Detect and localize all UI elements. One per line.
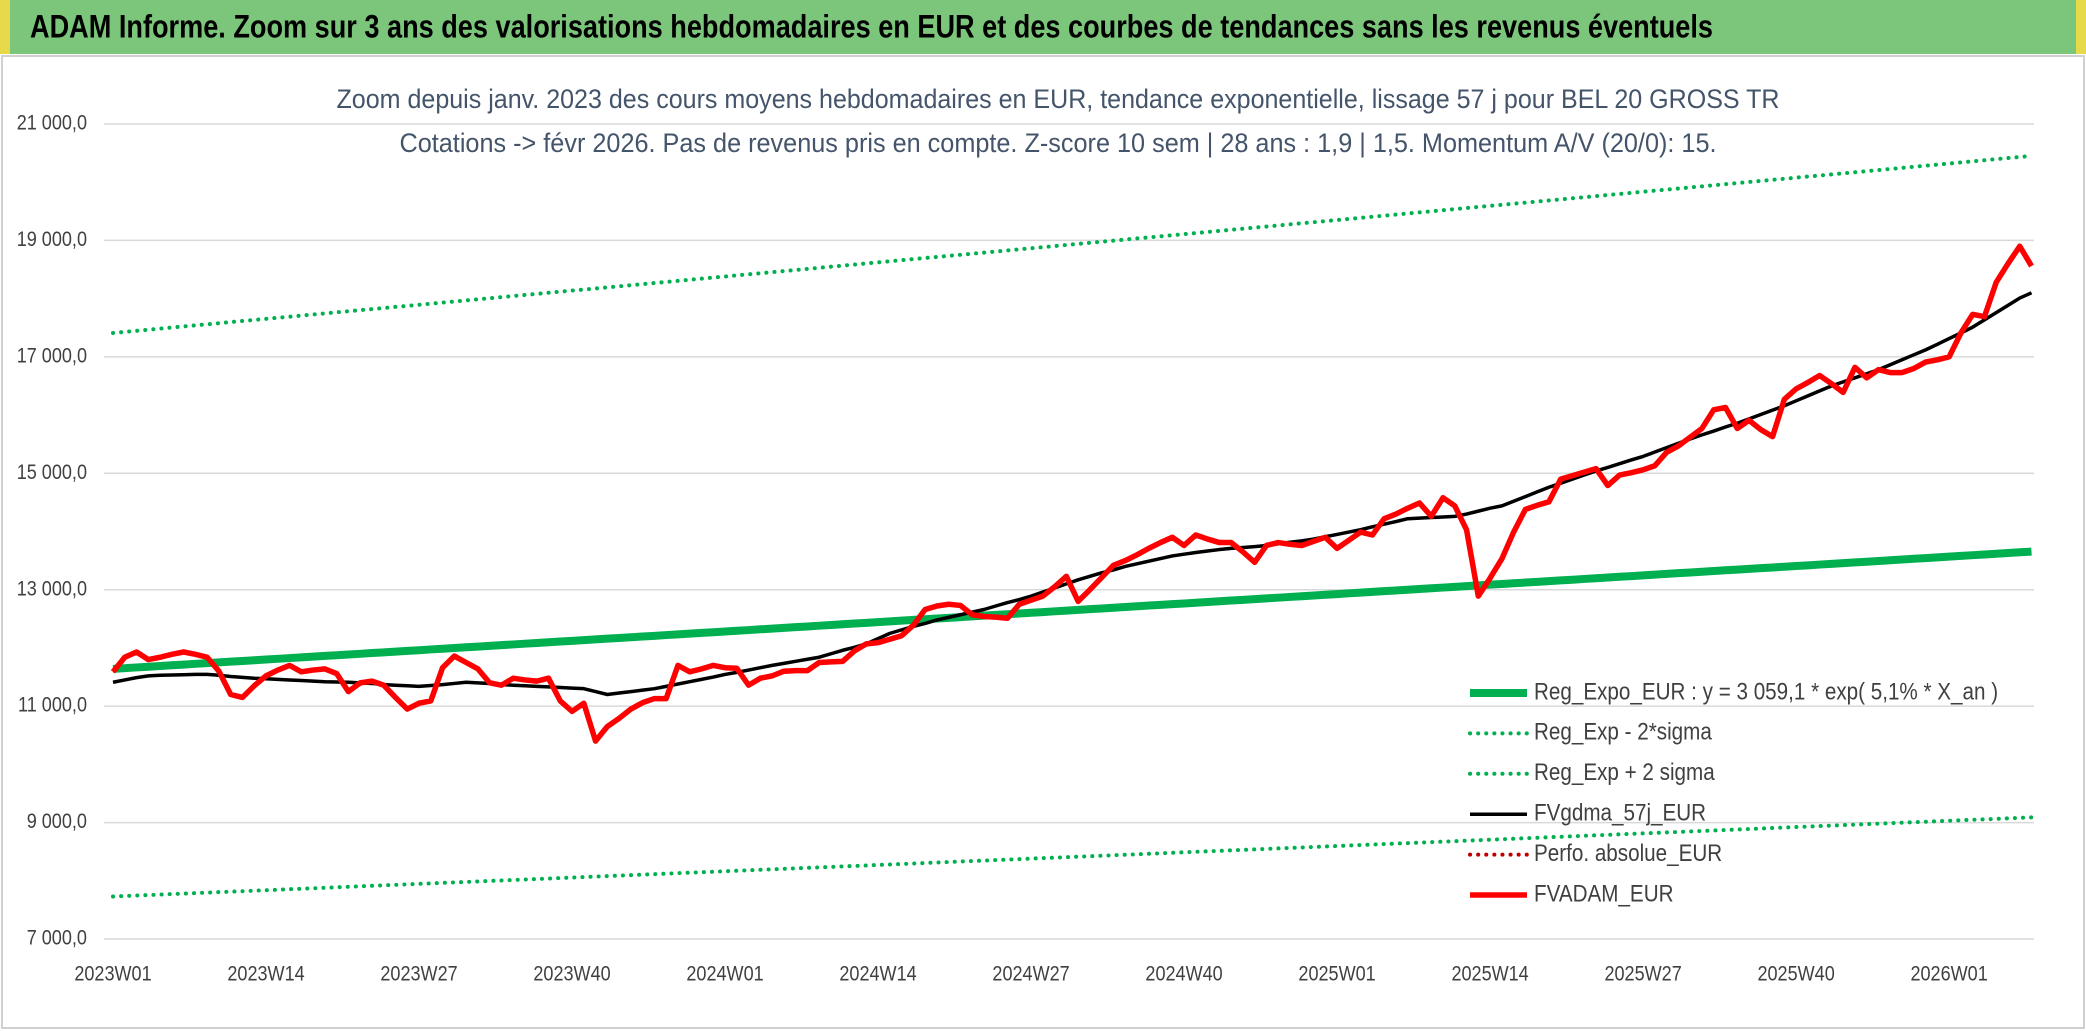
y-tick-label: 21 000,0 xyxy=(17,112,87,135)
legend: Reg_Expo_EUR : y = 3 059,1 * exp( 5,1% *… xyxy=(1468,678,1998,907)
chart-frame xyxy=(1,55,2085,1029)
x-tick-label: 2025W01 xyxy=(1298,963,1375,986)
legend-label: FVADAM_EUR xyxy=(1534,880,1674,907)
y-tick-label: 9 000,0 xyxy=(27,810,87,833)
x-tick-label: 2025W14 xyxy=(1451,963,1529,986)
legend-label: Reg_Exp - 2*sigma xyxy=(1534,719,1712,746)
series-line xyxy=(112,291,2033,697)
header-banner xyxy=(0,0,2086,54)
chart-title: Zoom depuis janv. 2023 des cours moyens … xyxy=(337,84,1780,114)
x-tick-label: 2024W14 xyxy=(839,963,917,986)
x-tick-label: 2024W01 xyxy=(686,963,763,986)
legend-label: Perfo. absolue_EUR xyxy=(1534,840,1722,867)
plot-area xyxy=(110,153,2034,899)
x-tick-label: 2023W40 xyxy=(533,963,610,986)
x-tick-label: 2023W14 xyxy=(227,963,305,986)
x-tick-label: 2025W40 xyxy=(1757,963,1834,986)
series-line xyxy=(112,547,2032,673)
x-tick-label: 2024W40 xyxy=(1145,963,1222,986)
legend-label: FVgdma_57j_EUR xyxy=(1534,800,1706,827)
y-tick-label: 19 000,0 xyxy=(17,228,87,251)
y-tick-label: 17 000,0 xyxy=(17,344,87,367)
header-title: ADAM Informe. Zoom sur 3 ans des valoris… xyxy=(30,8,1713,44)
axes: 7 000,0 9 000,0 11 000,0 13 000,0 15 000,0 17… xyxy=(17,112,1988,986)
x-tick-label: 2023W01 xyxy=(74,963,151,986)
y-tick-label: 13 000,0 xyxy=(17,577,87,600)
x-tick-label: 2026W01 xyxy=(1910,963,1987,986)
y-tick-label: 11 000,0 xyxy=(18,694,87,717)
banner-corner xyxy=(0,0,10,54)
x-tick-label: 2023W27 xyxy=(380,963,457,986)
series-line xyxy=(111,153,2034,335)
x-tick-label: 2025W27 xyxy=(1604,963,1681,986)
grid xyxy=(104,123,2034,940)
chart-subtitle: Cotations -> févr 2026. Pas de revenus p… xyxy=(400,128,1717,158)
series-line xyxy=(110,243,2034,744)
y-tick-label: 7 000,0 xyxy=(27,927,87,950)
y-tick-label: 15 000,0 xyxy=(17,461,87,484)
legend-label: Reg_Exp + 2 sigma xyxy=(1534,759,1715,786)
x-tick-label: 2024W27 xyxy=(992,963,1069,986)
banner-corner xyxy=(2076,0,2086,54)
legend-label: Reg_Expo_EUR : y = 3 059,1 * exp( 5,1% *… xyxy=(1534,678,1998,705)
